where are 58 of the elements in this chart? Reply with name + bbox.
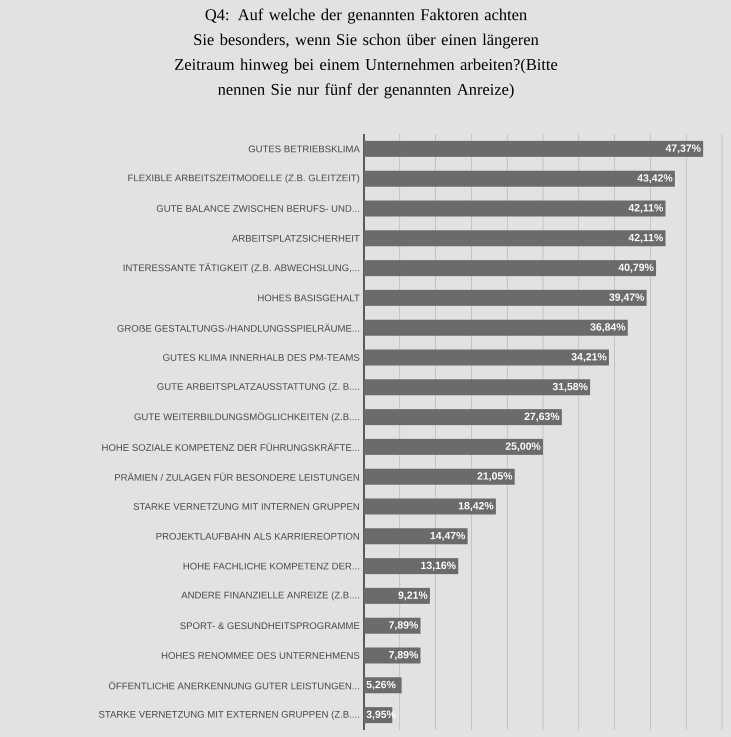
bar	[364, 200, 666, 217]
chart-title: Q4: Auf welche der genannten Faktoren achten Sie besonders, wenn Sie schon über einen längeren Zeitraum hinweg bei einem Unternehmen arbeiten?(Bitte nennen Sie nur fünf der genannten Anreize)	[175, 8, 558, 98]
y-tick-label: HOHE SOZIALE KOMPETENZ DER FÜHRUNGSKRÄFTE...	[102, 442, 359, 451]
data-label: 7,89%	[389, 651, 418, 660]
data-label: 43,42%	[637, 174, 672, 184]
bar	[364, 498, 496, 515]
y-tick-label: GUTES BETRIEBSKLIMA	[248, 146, 360, 152]
y-tick-label: FLEXIBLE ARBEITSZEITMODELLE (Z.B. GLEITZEIT)	[128, 174, 360, 184]
bar	[364, 140, 704, 157]
bar	[364, 618, 420, 634]
bar	[364, 230, 666, 246]
data-label: 5,26%	[366, 680, 396, 690]
y-tick-label: GUTE WEITERBILDUNGSMÖGLICHKEITEN (Z.B....	[134, 412, 359, 422]
data-label: 25,00%	[506, 442, 541, 452]
y-tick-label: GUTE BALANCE ZWISCHEN BERUFS- UND...	[156, 205, 359, 212]
bar	[364, 588, 430, 604]
y-tick-label: PRÄMIEN / ZULAGEN FÜR BESONDERE LEISTUNGEN	[115, 472, 360, 481]
y-tick-label: SPORT- & GESUNDHEITSPROGRAMME	[180, 622, 360, 630]
y-tick-label: HOHES RENOMMEE DES UNTERNEHMENS	[162, 652, 360, 659]
bar	[364, 379, 590, 396]
y-tick-label: STARKE VERNETZUNG MIT EXTERNEN GRUPPEN (Z.B....	[98, 710, 359, 720]
data-label: 13,16%	[421, 562, 456, 571]
bar	[364, 558, 458, 574]
data-label: 31,58%	[552, 382, 588, 392]
data-label: 39,47%	[609, 293, 644, 302]
data-label: 36,84%	[590, 323, 626, 332]
bar	[364, 468, 515, 485]
data-label: 14,47%	[430, 532, 466, 541]
bar	[364, 350, 609, 366]
y-tick-label: PROJEKTLAUFBAHN ALS KARRIEREOPTION	[156, 532, 360, 540]
data-label: 7,89%	[389, 621, 418, 630]
y-tick-label: STARKE VERNETZUNG MIT INTERNEN GRUPPEN	[134, 503, 360, 510]
data-label: 9,21%	[398, 591, 428, 600]
bar	[364, 528, 468, 544]
bar	[364, 170, 675, 187]
data-label: 42,11%	[628, 204, 664, 213]
data-label: 42,11%	[628, 234, 664, 243]
y-tick-label: HOHE FACHLICHE KOMPETENZ DER...	[184, 562, 359, 570]
y-tick-label: GUTE ARBEITSPLATZAUSSTATTUNG (Z. B....	[157, 382, 359, 392]
y-tick-label: INTERESSANTE TÄTIGKEIT (Z.B. ABWECHSLUNG,...	[124, 263, 359, 274]
bar	[364, 648, 420, 664]
data-label: 21,05%	[477, 472, 512, 482]
bar	[364, 260, 656, 276]
data-label: 27,63%	[524, 412, 560, 422]
y-tick-label: ARBEITSPLATZSICHERHEIT	[232, 234, 360, 242]
bar	[364, 320, 628, 336]
bar	[364, 438, 543, 455]
bar	[364, 409, 562, 426]
y-tick-label: HOHES BASISGEHALT	[258, 294, 360, 302]
y-tick-label: ÖFFENTLICHE ANERKENNUNG GUTER LEISTUNGEN...	[108, 681, 359, 690]
y-tick-label: GROẞE GESTALTUNGS-/HANDLUNGSSPIELRÄUME...	[117, 324, 359, 332]
data-label: 18,42%	[458, 502, 494, 511]
data-label: 34,21%	[572, 353, 606, 362]
bar	[364, 290, 647, 306]
y-tick-label: ANDERE FINANZIELLE ANREIZE (Z.B....	[181, 591, 359, 600]
data-label: 40,79%	[618, 264, 654, 273]
y-tick-label: GUTES KLIMA INNERHALB DES PM-TEAMS	[163, 354, 360, 361]
data-label: 47,37%	[666, 144, 701, 154]
